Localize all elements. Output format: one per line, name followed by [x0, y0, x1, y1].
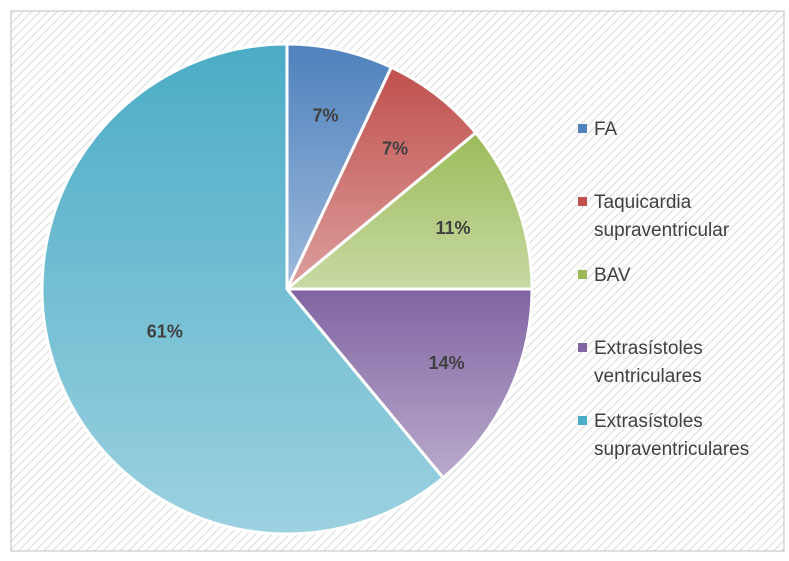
legend-label: BAV	[594, 265, 631, 286]
legend-entry: Extrasístoles ventriculares	[578, 335, 783, 408]
pie-slice	[283, 287, 534, 480]
legend-swatch	[578, 416, 587, 425]
legend-entry: Taquicardia supraventricular	[578, 189, 783, 262]
legend: FA Taquicardia supraventricular BAV Extrasí…	[578, 116, 783, 481]
legend-label: Taquicardia supraventricular	[594, 192, 730, 241]
data-label: 61%	[147, 322, 183, 342]
legend-swatch	[578, 270, 587, 279]
legend-label: Extrasístoles supraventriculares	[594, 411, 750, 460]
legend-entry: FA	[578, 116, 783, 189]
pie-slice	[285, 42, 394, 290]
data-label: 7%	[382, 138, 408, 158]
legend-entry: BAV	[578, 262, 783, 335]
legend-swatch	[578, 124, 587, 133]
pie-slice	[282, 130, 534, 291]
data-label: 14%	[429, 353, 465, 373]
pie-slice	[285, 65, 478, 291]
legend-entry: Extrasístoles supraventriculares	[578, 408, 783, 481]
legend-label: FA	[594, 119, 618, 140]
legend-label: Extrasístoles ventriculares	[594, 338, 703, 387]
pie-slice	[40, 42, 446, 536]
legend-swatch	[578, 197, 587, 206]
data-label: 7%	[312, 106, 338, 126]
legend-swatch	[578, 343, 587, 352]
data-label: 11%	[435, 218, 470, 238]
